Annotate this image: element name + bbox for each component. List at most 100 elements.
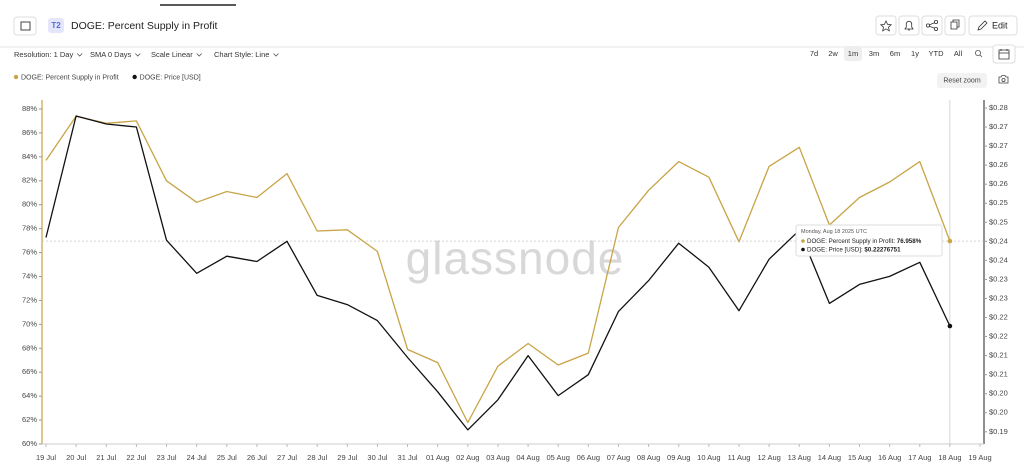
x-tick-label: 25 Jul: [217, 453, 237, 462]
alert-button[interactable]: [898, 15, 920, 36]
legend-label[interactable]: DOGE: Price [USD]: [140, 74, 201, 81]
sidebar-icon: [20, 21, 31, 31]
calendar-icon: [998, 49, 1010, 60]
y2-tick-label: $0.20: [989, 408, 1008, 417]
tooltip-row: DOGE: Price [USD]: $0.22276751: [807, 246, 901, 253]
range-active-bg: [844, 46, 862, 61]
x-tick-label: 18 Aug: [938, 453, 961, 462]
x-tick-label: 01 Aug: [426, 453, 449, 462]
y-tick-label: 78%: [22, 224, 37, 233]
tooltip-box: [795, 224, 943, 257]
page-title: DOGE: Percent Supply in Profit: [71, 20, 218, 32]
legend-label[interactable]: DOGE: Percent Supply in Profit: [21, 74, 119, 81]
camera-lens: [1001, 78, 1006, 83]
camera-icon[interactable]: [998, 75, 1009, 84]
x-tick-label: 05 Aug: [547, 453, 570, 462]
y-tick-label: 64%: [22, 391, 37, 400]
range-button[interactable]: All: [954, 49, 963, 58]
y-tick-label: 80%: [22, 200, 37, 209]
y2-tick-label: $0.25: [989, 217, 1008, 226]
y2-tick-label: $0.27: [989, 122, 1008, 131]
x-tick-label: 27 Jul: [277, 453, 297, 462]
x-tick-label: 13 Aug: [788, 453, 811, 462]
toolbar-control[interactable]: Scale Linear: [151, 50, 193, 59]
hover-point: [947, 323, 953, 329]
range-button[interactable]: 7d: [810, 49, 818, 58]
y-tick-label: 68%: [22, 343, 37, 352]
copy-icon: [950, 19, 960, 30]
zoom-handle: [979, 54, 983, 58]
y-tick-label: 62%: [22, 415, 37, 424]
x-tick-label: 28 Jul: [307, 453, 327, 462]
tooltip-value: $0.22276751: [864, 246, 901, 253]
tooltip: Monday, Aug 18 2025 UTC DOGE: Percent Sup…: [795, 224, 943, 257]
x-tick-label: 06 Aug: [577, 453, 600, 462]
range-button[interactable]: 2w: [828, 49, 838, 58]
x-tick-label: 19 Jul: [36, 453, 56, 462]
y2-tick-label: $0.19: [989, 427, 1008, 436]
y2-tick-label: $0.26: [989, 160, 1008, 169]
x-tick-label: 30 Jul: [367, 453, 387, 462]
toolbar-control[interactable]: Resolution: 1 Day: [14, 50, 73, 59]
y2-tick-label: $0.24: [989, 255, 1008, 264]
x-tick-label: 08 Aug: [637, 453, 660, 462]
x-tick-label: 17 Aug: [908, 453, 931, 462]
tooltip-value: 76.958%: [897, 238, 922, 245]
share-icon: [926, 19, 939, 31]
edit-label: Edit: [992, 20, 1008, 30]
sidebar-button[interactable]: [13, 16, 37, 36]
y-tick-label: 74%: [22, 271, 37, 280]
x-tick-label: 12 Aug: [757, 453, 780, 462]
copy-button[interactable]: [944, 15, 966, 36]
star-button[interactable]: [875, 15, 897, 36]
hover-point: [947, 238, 953, 244]
x-tick-label: 04 Aug: [516, 453, 539, 462]
x-tick-label: 22 Jul: [126, 453, 146, 462]
header-actions: Edit: [875, 15, 1018, 36]
y-tick-label: 66%: [22, 367, 37, 376]
y2-tick-label: $0.20: [989, 389, 1008, 398]
y2-tick-label: $0.27: [989, 141, 1008, 150]
range-button[interactable]: 1y: [911, 49, 919, 58]
badge: T2: [51, 21, 61, 30]
edit-button[interactable]: [968, 15, 1018, 36]
share-button[interactable]: [921, 15, 943, 36]
reset-zoom-button[interactable]: [937, 73, 987, 88]
x-tick-label: 03 Aug: [486, 453, 509, 462]
range-button[interactable]: 3m: [869, 49, 879, 58]
edit-icon: [977, 20, 988, 31]
y2-tick-label: $0.28: [989, 103, 1008, 112]
badge-bg: [48, 18, 64, 33]
x-tick-label: 23 Jul: [157, 453, 177, 462]
y-tick-label: 88%: [22, 104, 37, 113]
tooltip-date: Monday, Aug 18 2025 UTC: [801, 229, 867, 235]
x-tick-label: 16 Aug: [878, 453, 901, 462]
tooltip-label: DOGE: Percent Supply in Profit:: [807, 238, 897, 245]
y-tick-label: 60%: [22, 439, 37, 448]
x-tick-label: 20 Jul: [66, 453, 86, 462]
y-tick-label: 84%: [22, 152, 37, 161]
y-tick-label: 86%: [22, 128, 37, 137]
toolbar-control[interactable]: SMA 0 Days: [90, 50, 132, 59]
x-tick-label: 14 Aug: [818, 453, 841, 462]
range-button[interactable]: YTD: [929, 49, 945, 58]
x-tick-label: 11 Aug: [728, 453, 751, 462]
zoom-lens: [975, 50, 982, 57]
x-tick-label: 10 Aug: [697, 453, 720, 462]
x-tick-label: 29 Jul: [337, 453, 357, 462]
range-button[interactable]: 1m: [848, 49, 858, 58]
y-tick-label: 70%: [22, 319, 37, 328]
zoom-icon[interactable]: [975, 50, 983, 58]
chevron: [196, 53, 202, 57]
calendar-button[interactable]: [992, 44, 1016, 64]
y-tick-label: 76%: [22, 248, 37, 257]
x-tick-label: 26 Jul: [247, 453, 267, 462]
y2-tick-label: $0.22: [989, 313, 1008, 322]
bell-icon: [904, 20, 914, 31]
x-tick-label: 19 Aug: [968, 453, 991, 462]
chevron: [273, 53, 279, 57]
toolbar-control[interactable]: Chart Style: Line: [214, 50, 269, 59]
y-tick-label: 72%: [22, 295, 37, 304]
tooltip-swatch: [801, 247, 805, 252]
range-button[interactable]: 6m: [890, 49, 900, 58]
